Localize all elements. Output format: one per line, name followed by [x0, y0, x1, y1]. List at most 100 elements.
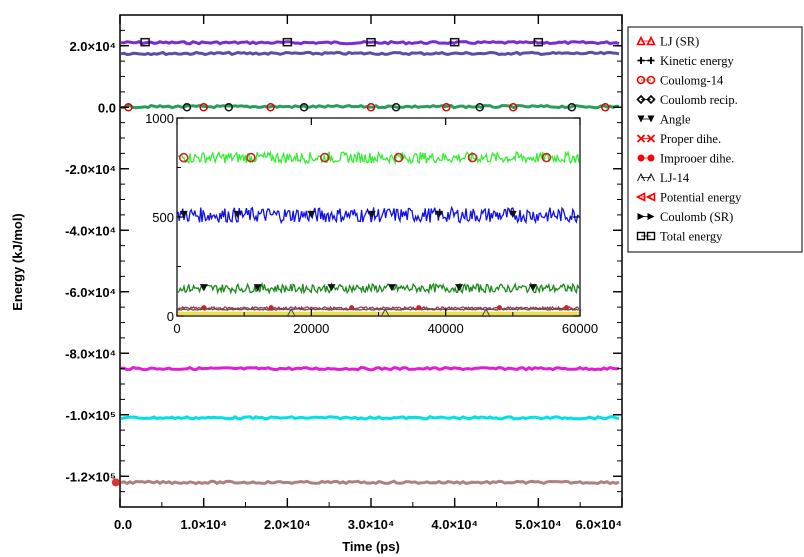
zero-series-marker-11: [567, 103, 577, 112]
total-energy-marker-0: [140, 37, 150, 47]
inset-angle-marker-0: [199, 284, 208, 292]
inset-angle-marker-top-5: [508, 210, 517, 219]
inset-improper-marker-3: [416, 305, 422, 311]
y-tick-label-0: 2.0×10⁴: [69, 39, 116, 54]
inset-coulomb14-marker-5: [541, 152, 552, 163]
inset-lj14-marker-1: [380, 308, 391, 317]
inset-angle-marker-top-4: [434, 210, 443, 219]
inset-x-tick-label-3: 60000: [562, 321, 598, 336]
inset-x-tick-label-1: 20000: [293, 321, 329, 336]
inset-x-tick-label-0: 0: [173, 321, 180, 336]
total-energy-marker-4: [533, 37, 544, 47]
legend-label-7: LJ-14: [660, 171, 690, 185]
legend-marker-2: [636, 75, 656, 85]
y-tick-label-7: -1.2×10⁵: [65, 469, 116, 484]
main-line-4: [120, 415, 620, 421]
legend-marker-4: [637, 115, 655, 123]
legend-marker-0: [636, 35, 656, 46]
legend-marker-1: [637, 57, 655, 64]
zero-series-marker-1: [182, 103, 192, 112]
inset-angle-marker-top-2: [307, 210, 316, 219]
y-tick-label-3: -4.0×10⁴: [65, 223, 116, 238]
inset-angle-marker-top-1: [233, 210, 242, 219]
x-axis-title: Time (ps): [342, 539, 400, 554]
main-line-0: [120, 39, 620, 46]
zero-series-marker-5: [299, 103, 309, 112]
legend-marker-5: [636, 134, 656, 143]
zero-series-marker-12: [601, 103, 610, 112]
zero-series-marker-6: [366, 103, 376, 112]
legend-marker-7: [637, 172, 655, 182]
legend-marker-3: [636, 94, 656, 105]
x-tick-label-3: 3.0×10⁴: [348, 517, 395, 532]
y-tick-label-1: 0.0: [98, 100, 116, 115]
legend-marker-6: [637, 154, 655, 162]
potential-energy-marker: [111, 478, 120, 487]
main-x-axis: 0.0 1.0×10⁴ 2.0×10⁴ 3.0×10⁴ 4.0×10⁴ 5.0×10⁴ 6.…: [114, 15, 623, 532]
zero-series-marker-9: [475, 103, 485, 112]
inset-coulomb14-marker-2: [319, 152, 330, 163]
y-tick-label-5: -8.0×10⁴: [65, 346, 116, 361]
inset-coulomb14-marker-3: [393, 152, 404, 163]
main-line-5: [120, 479, 620, 486]
inset-improper-marker-2: [349, 305, 355, 311]
legend-label-10: Total energy: [660, 230, 723, 244]
legend-label-0: LJ (SR): [660, 35, 699, 49]
main-y-axis: 2.0×10⁴ 0.0 -2.0×10⁴ -4.0×10⁴ -6.0×10⁴ -8.0×1…: [65, 14, 622, 508]
zero-series-marker-10: [508, 103, 518, 112]
main-series-markers: [111, 37, 610, 487]
x-tick-label-1: 1.0×10⁴: [180, 517, 227, 532]
legend-label-5: Proper dihe.: [660, 132, 721, 146]
inset-y-tick-label-1: 500: [152, 210, 174, 225]
inset-line-0: [177, 149, 580, 166]
inset-x-axis: 0 20000 40000 60000: [173, 118, 598, 336]
main-line-3: [120, 365, 620, 372]
inset-angle-marker-4: [455, 284, 464, 292]
inset-y-axis: 0 500 1000: [145, 111, 580, 324]
inset-improper-marker-5: [564, 305, 570, 311]
legend-label-6: Improoer dihe.: [660, 152, 734, 166]
main-series-lines: [120, 39, 620, 486]
inset-improper-marker-4: [496, 305, 502, 311]
legend: LJ (SR) Kinetic energy Coulomg-14 Coulomb r…: [635, 35, 742, 244]
total-energy-marker-1: [282, 37, 293, 47]
inset-coulomb14-marker-0: [178, 152, 189, 163]
legend-marker-9: [637, 213, 655, 220]
inset-improper-marker-1: [268, 305, 274, 311]
inset-angle-marker-3: [387, 284, 396, 292]
legend-label-3: Coulomb recip.: [660, 93, 738, 107]
inset-line-1: [177, 205, 580, 225]
main-line-2: [120, 103, 620, 110]
inset-lj14-marker-0: [286, 308, 297, 317]
x-tick-label-6: 6.0×10⁴: [575, 517, 622, 532]
inset-line-3: [177, 305, 580, 311]
inset-angle-marker-5: [528, 284, 537, 292]
y-tick-label-6: -1.0×10⁵: [65, 408, 116, 423]
legend-marker-10: [636, 231, 656, 241]
inset-lj14-marker-2: [481, 308, 491, 317]
inset-x-tick-label-2: 40000: [428, 321, 464, 336]
legend-marker-8: [635, 192, 656, 202]
inset-line-4: [177, 308, 579, 311]
total-energy-marker-3: [449, 37, 460, 47]
inset-angle-marker-top-0: [179, 210, 188, 219]
total-energy-marker-2: [366, 37, 376, 47]
inset-y-tick-label-2: 1000: [145, 111, 174, 126]
inset-improper-marker-0: [201, 305, 207, 311]
inset-angle-marker-1: [253, 284, 262, 292]
y-tick-label-2: -2.0×10⁴: [65, 162, 116, 177]
x-tick-label-2: 2.0×10⁴: [264, 517, 311, 532]
y-axis-title: Energy (kJ/mol): [10, 213, 25, 311]
legend-label-1: Kinetic energy: [660, 54, 734, 68]
legend-box: [627, 26, 803, 253]
y-tick-label-4: -6.0×10⁴: [65, 285, 116, 300]
x-tick-label-0: 0.0: [114, 517, 132, 532]
inset-coulomb14-marker-1: [246, 152, 256, 163]
main-line-1: [120, 50, 620, 57]
zero-series-marker-8: [442, 103, 451, 112]
zero-series-marker-2: [199, 103, 208, 112]
legend-label-9: Coulomb (SR): [660, 210, 733, 224]
legend-label-4: Angle: [660, 113, 691, 127]
zero-series-marker-3: [224, 103, 234, 112]
